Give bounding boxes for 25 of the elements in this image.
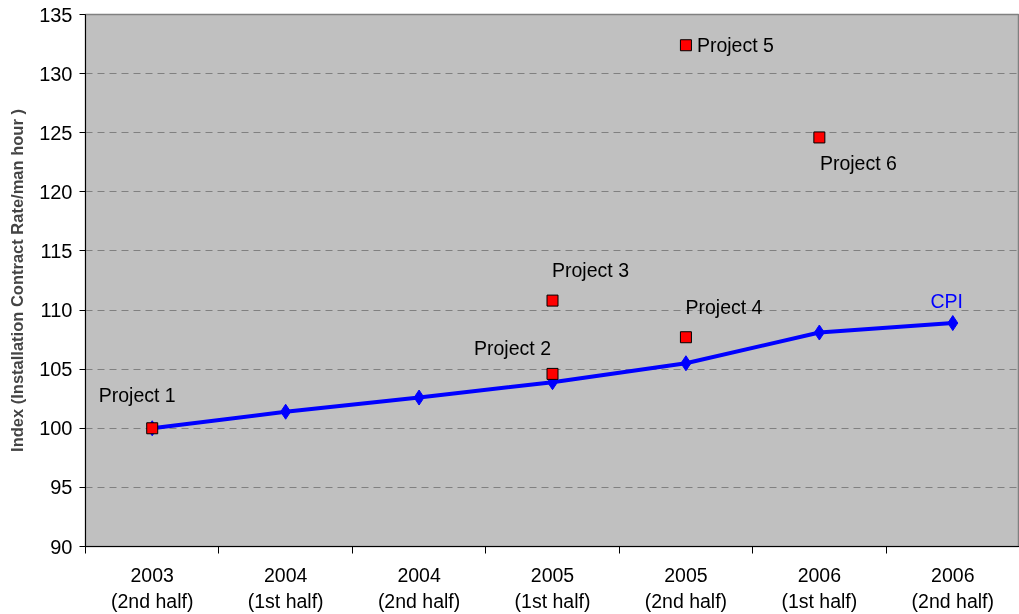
x-tick-label: 2005 (1st half) [514,563,591,612]
series-label: Project 2 [474,336,551,359]
y-axis-title: Index (Installation Contract Rate/man hour ) [8,109,27,452]
x-tick-label: 2006 (1st half) [781,563,858,612]
y-tick-label: 100 [39,417,73,440]
y-tick-label: 135 [39,3,73,26]
series-label: Project 3 [552,258,629,281]
series-label: Project 1 [98,384,176,407]
y-tick-label: 110 [40,299,73,322]
y-tick-label: 125 [39,121,73,144]
x-tick-label: 2006 (2nd half) [911,563,994,612]
series-label: Project 4 [685,296,763,319]
x-tick-label: 2004 (1st half) [247,563,324,612]
y-tick-label: 95 [50,476,73,499]
series-label: Project 5 [696,34,775,57]
y-tick-label: 130 [39,62,73,85]
y-tick-label: 115 [40,239,73,262]
x-tick-label: 2004 (2nd half) [377,563,461,612]
x-tick-label: 2003 (2nd half) [111,563,194,612]
series-label: Project 6 [819,152,897,175]
x-tick-label: 2005 (2nd half) [644,563,728,612]
series-label: CPI [930,290,964,313]
y-tick-label: 120 [39,180,73,203]
y-tick-label: 105 [39,358,73,381]
y-tick-label: 90 [50,535,73,558]
